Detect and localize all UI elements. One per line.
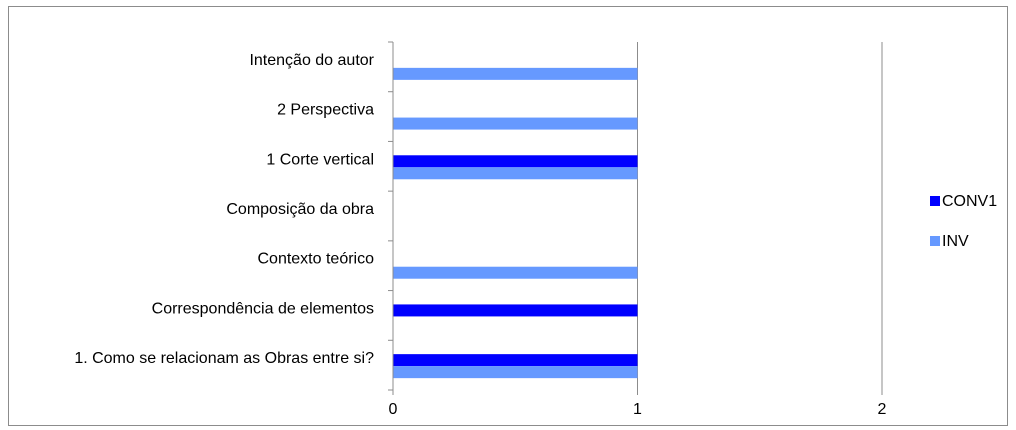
x-tick-label: 0 bbox=[389, 401, 398, 418]
bars bbox=[393, 67, 638, 379]
category-label: Correspondência de elementos bbox=[152, 300, 374, 317]
category-labels: Intenção do autor 2 Perspectiva 1 Corte ve… bbox=[74, 52, 374, 367]
x-tick-label: 1 bbox=[633, 401, 642, 418]
bar-conv1 bbox=[393, 304, 638, 317]
category-label: 2 Perspectiva bbox=[277, 102, 374, 119]
bar-inv bbox=[393, 266, 638, 279]
category-label: Contexto teórico bbox=[257, 251, 374, 268]
y-axis bbox=[388, 41, 883, 395]
category-label: Composição da obra bbox=[226, 201, 374, 218]
bar-inv bbox=[393, 67, 638, 80]
gridlines bbox=[637, 42, 883, 390]
x-tick-label: 2 bbox=[878, 401, 887, 418]
category-label: Intenção do autor bbox=[249, 52, 374, 69]
legend-label-inv: INV bbox=[942, 233, 969, 250]
bar-conv1 bbox=[393, 155, 638, 168]
bar-conv1 bbox=[393, 354, 638, 367]
legend-label-conv1: CONV1 bbox=[942, 193, 997, 210]
category-label: 1 Corte vertical bbox=[266, 151, 374, 168]
legend: CONV1 INV bbox=[930, 193, 997, 250]
x-tick-labels: 0 1 2 bbox=[389, 401, 887, 418]
category-label: 1. Como se relacionam as Obras entre si? bbox=[74, 350, 374, 367]
legend-swatch-inv bbox=[930, 236, 940, 246]
bar-inv bbox=[393, 117, 638, 130]
legend-swatch-conv1 bbox=[930, 196, 940, 206]
bar-inv bbox=[393, 366, 638, 379]
bar-inv bbox=[393, 167, 638, 180]
